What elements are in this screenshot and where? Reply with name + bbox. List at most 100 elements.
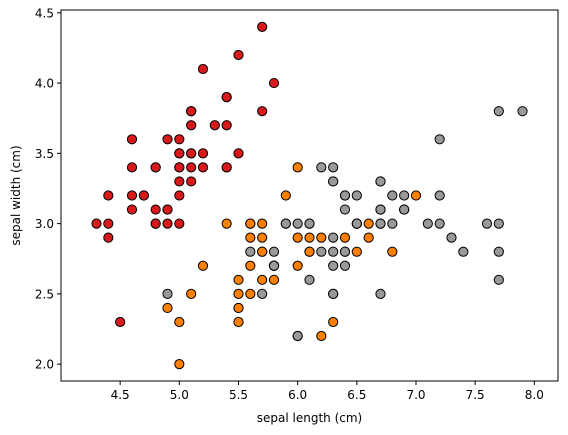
data-point — [257, 274, 268, 285]
data-point — [245, 218, 256, 229]
x-tick-label: 6.0 — [288, 388, 307, 402]
data-point — [292, 260, 303, 271]
data-point — [91, 218, 102, 229]
data-point — [174, 218, 185, 229]
data-point — [150, 204, 161, 215]
data-point — [316, 232, 327, 243]
data-point — [434, 134, 445, 145]
data-point — [197, 162, 209, 173]
x-tick-label: 5.0 — [170, 388, 189, 402]
data-point — [186, 288, 197, 299]
data-point — [493, 274, 504, 285]
data-point — [162, 218, 173, 229]
data-point — [126, 162, 138, 173]
data-point — [257, 21, 268, 32]
data-point — [351, 246, 362, 257]
data-point — [375, 204, 386, 215]
data-point — [339, 232, 351, 243]
data-point — [399, 204, 410, 215]
data-point — [245, 232, 256, 243]
data-point — [268, 77, 280, 89]
data-point — [268, 274, 280, 285]
data-point — [280, 190, 291, 201]
data-point — [103, 232, 114, 243]
data-point — [103, 218, 114, 229]
data-point — [174, 176, 185, 187]
x-axis-ticks: 4.5 5.0 5.5 6.0 6.5 7.0 7.5 8.0 — [111, 381, 544, 402]
data-point — [399, 190, 410, 201]
data-point — [422, 218, 433, 229]
data-point — [304, 246, 315, 257]
y-tick-label: 3.5 — [35, 147, 54, 161]
data-point — [233, 316, 244, 328]
data-point — [257, 246, 268, 257]
data-point — [434, 218, 445, 229]
data-point — [292, 232, 303, 243]
data-point — [233, 302, 244, 314]
data-point — [197, 63, 209, 75]
data-point — [328, 162, 339, 173]
scatter-points — [91, 21, 528, 370]
data-point — [328, 232, 339, 243]
y-tick-label: 2.0 — [35, 358, 54, 372]
data-point — [493, 106, 504, 117]
data-point — [233, 49, 244, 61]
y-tick-label: 4.0 — [35, 77, 54, 91]
data-point — [328, 176, 339, 187]
data-point — [221, 120, 232, 131]
data-point — [103, 190, 114, 201]
data-point — [339, 190, 351, 201]
data-point — [126, 190, 138, 201]
data-point — [387, 246, 398, 257]
data-point — [387, 218, 398, 229]
data-point — [257, 106, 268, 117]
data-point — [209, 120, 220, 131]
data-point — [186, 148, 197, 159]
y-tick-label: 3.0 — [35, 217, 54, 231]
data-point — [328, 246, 339, 257]
data-point — [292, 162, 303, 173]
data-point — [221, 162, 232, 173]
data-point — [375, 288, 386, 299]
data-point — [339, 260, 351, 271]
data-point — [339, 246, 351, 257]
data-point — [493, 218, 504, 229]
y-tick-label: 4.5 — [35, 6, 54, 20]
data-point — [316, 162, 327, 173]
data-point — [304, 232, 315, 243]
data-point — [174, 134, 185, 145]
data-point — [245, 260, 256, 271]
data-point — [197, 260, 209, 271]
data-point — [174, 190, 185, 201]
data-point — [292, 330, 303, 342]
data-point — [328, 288, 339, 299]
data-point — [126, 134, 138, 145]
data-point — [375, 218, 386, 229]
data-point — [197, 148, 209, 159]
data-point — [186, 176, 197, 187]
data-point — [304, 218, 315, 229]
data-point — [245, 246, 256, 257]
x-tick-label: 7.5 — [466, 388, 485, 402]
plot-frame — [60, 9, 559, 382]
data-point — [316, 246, 327, 257]
data-point — [517, 106, 528, 117]
data-point — [316, 330, 327, 342]
data-point — [162, 204, 173, 215]
data-point — [339, 204, 351, 215]
data-point — [292, 218, 303, 229]
data-point — [150, 218, 161, 229]
data-point — [162, 134, 173, 145]
data-point — [150, 162, 161, 173]
data-point — [458, 246, 469, 257]
y-axis-label: sepal width (cm) — [9, 145, 23, 245]
data-point — [162, 288, 173, 299]
data-point — [328, 316, 339, 328]
data-point — [410, 190, 422, 201]
data-point — [493, 246, 504, 257]
y-tick-label: 2.5 — [35, 287, 54, 301]
data-point — [186, 106, 197, 117]
data-point — [363, 232, 374, 243]
data-point — [434, 190, 445, 201]
data-point — [328, 260, 339, 271]
